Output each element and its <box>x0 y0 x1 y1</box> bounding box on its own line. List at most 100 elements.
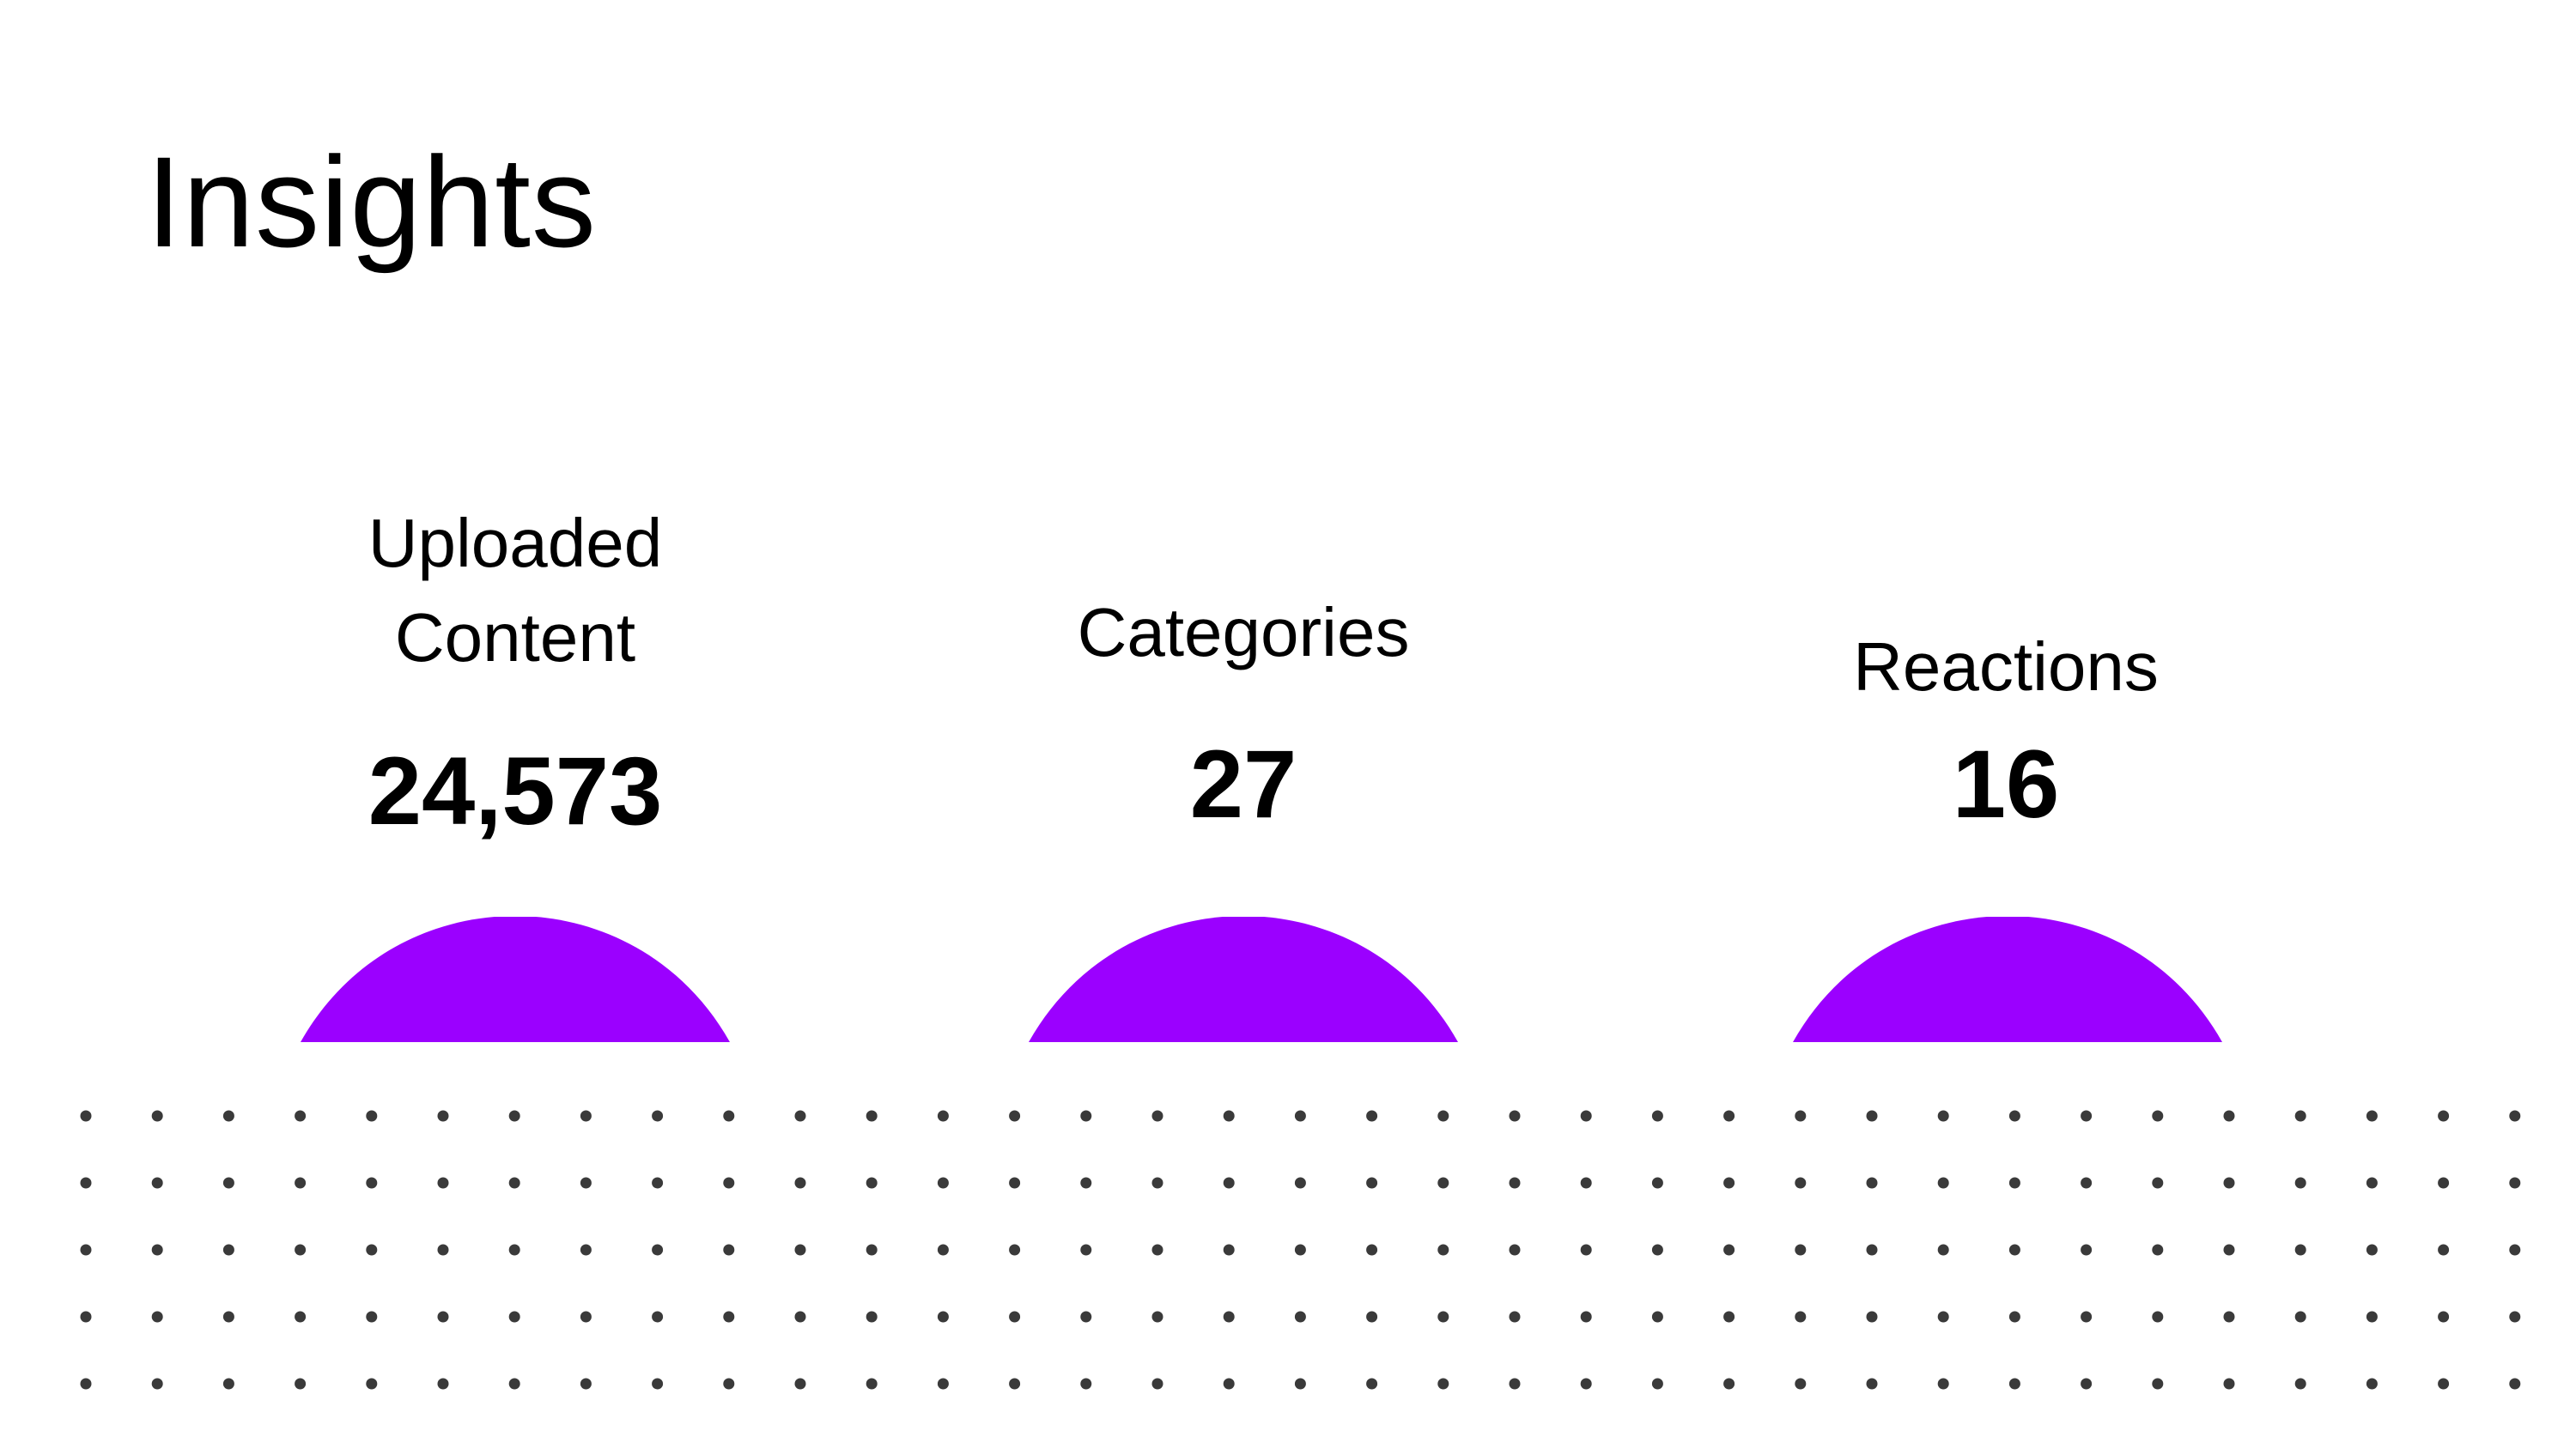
grid-dot <box>2152 1177 2164 1189</box>
grid-dot <box>723 1177 735 1189</box>
grid-dot <box>2081 1378 2093 1390</box>
grid-dot <box>1795 1177 1807 1189</box>
stat-value-uploaded-content: 24,573 <box>368 737 663 845</box>
grid-dot <box>794 1110 806 1122</box>
stat-label-uploaded-content: Uploaded Content <box>240 496 790 686</box>
grid-dot <box>80 1110 92 1122</box>
grid-dot <box>2366 1378 2378 1390</box>
grid-dot <box>794 1311 806 1323</box>
grid-dot <box>580 1311 592 1323</box>
grid-dot <box>937 1378 949 1390</box>
grid-dot <box>1580 1110 1592 1122</box>
stat-label-categories: Categories <box>1077 594 1410 670</box>
grid-dot <box>1080 1244 1092 1256</box>
grid-dot <box>723 1110 735 1122</box>
grid-dot <box>295 1311 307 1323</box>
grid-dot <box>2366 1244 2378 1256</box>
grid-dot <box>1366 1311 1378 1323</box>
grid-dot <box>366 1378 378 1390</box>
grid-dot <box>1651 1378 1663 1390</box>
grid-dot <box>2366 1311 2378 1323</box>
grid-dot <box>866 1177 878 1189</box>
grid-dot <box>1366 1177 1378 1189</box>
grid-dot <box>1651 1177 1663 1189</box>
grid-dot <box>2294 1110 2306 1122</box>
grid-dot <box>2509 1311 2521 1323</box>
grid-dot <box>723 1244 735 1256</box>
grid-dot <box>1151 1110 1163 1122</box>
grid-dot <box>2509 1177 2521 1189</box>
grid-dot <box>1009 1311 1021 1323</box>
grid-dot <box>151 1110 163 1122</box>
grid-dot <box>2509 1378 2521 1390</box>
grid-dot <box>2294 1244 2306 1256</box>
grid-dot <box>1366 1244 1378 1256</box>
stat-label-reactions: Reactions <box>1853 628 2159 705</box>
grid-dot <box>1080 1177 1092 1189</box>
grid-dot <box>652 1244 664 1256</box>
grid-dot <box>652 1177 664 1189</box>
grid-dot <box>80 1177 92 1189</box>
grid-dot <box>295 1244 307 1256</box>
grid-dot <box>1795 1378 1807 1390</box>
grid-dot <box>1937 1244 1949 1256</box>
grid-dot <box>2081 1110 2093 1122</box>
dome-fill <box>1793 917 2222 1042</box>
grid-dot <box>2438 1378 2450 1390</box>
grid-dot <box>1223 1311 1235 1323</box>
stat-value-reactions: 16 <box>1952 731 2060 838</box>
grid-dot <box>580 1378 592 1390</box>
grid-dot <box>1509 1311 1521 1323</box>
grid-dot <box>295 1110 307 1122</box>
grid-dot <box>222 1244 234 1256</box>
grid-dot <box>866 1311 878 1323</box>
grid-dot <box>652 1311 664 1323</box>
grid-dot <box>151 1177 163 1189</box>
grid-dot <box>1223 1110 1235 1122</box>
grid-dot <box>1937 1110 1949 1122</box>
grid-dot <box>2438 1177 2450 1189</box>
grid-dot <box>222 1378 234 1390</box>
grid-dot <box>1509 1244 1521 1256</box>
grid-dot <box>508 1311 520 1323</box>
grid-dot <box>2509 1110 2521 1122</box>
grid-dot <box>937 1244 949 1256</box>
grid-dot <box>2294 1177 2306 1189</box>
grid-dot <box>2438 1110 2450 1122</box>
grid-dot <box>580 1110 592 1122</box>
grid-dot <box>2008 1177 2020 1189</box>
grid-dot <box>2438 1244 2450 1256</box>
stat-label-line-2: Content <box>394 599 636 676</box>
grid-dot <box>2366 1110 2378 1122</box>
grid-dot <box>366 1244 378 1256</box>
grid-dot <box>2223 1110 2235 1122</box>
grid-dot <box>866 1378 878 1390</box>
grid-dot <box>2223 1244 2235 1256</box>
grid-dot <box>723 1311 735 1323</box>
grid-dot <box>866 1110 878 1122</box>
grid-dot <box>2008 1378 2020 1390</box>
grid-dot <box>80 1311 92 1323</box>
grid-dot <box>1580 1177 1592 1189</box>
dome-shape-categories <box>1029 917 1458 1042</box>
grid-dot <box>2081 1311 2093 1323</box>
grid-dot <box>1223 1244 1235 1256</box>
grid-dot <box>366 1110 378 1122</box>
grid-dot <box>1437 1110 1449 1122</box>
grid-dot <box>366 1311 378 1323</box>
grid-dot <box>508 1110 520 1122</box>
dome-fill <box>1029 917 1458 1042</box>
grid-dot <box>1009 1378 1021 1390</box>
grid-dot <box>1151 1311 1163 1323</box>
grid-dot <box>1366 1110 1378 1122</box>
grid-dot <box>1866 1244 1878 1256</box>
grid-dot <box>508 1177 520 1189</box>
grid-dot <box>151 1378 163 1390</box>
grid-dot <box>1223 1177 1235 1189</box>
grid-dot <box>366 1177 378 1189</box>
grid-dot <box>1866 1378 1878 1390</box>
grid-dot <box>508 1378 520 1390</box>
grid-dot <box>1580 1244 1592 1256</box>
grid-dot <box>937 1311 949 1323</box>
dome-shape-uploaded-content <box>301 917 730 1042</box>
